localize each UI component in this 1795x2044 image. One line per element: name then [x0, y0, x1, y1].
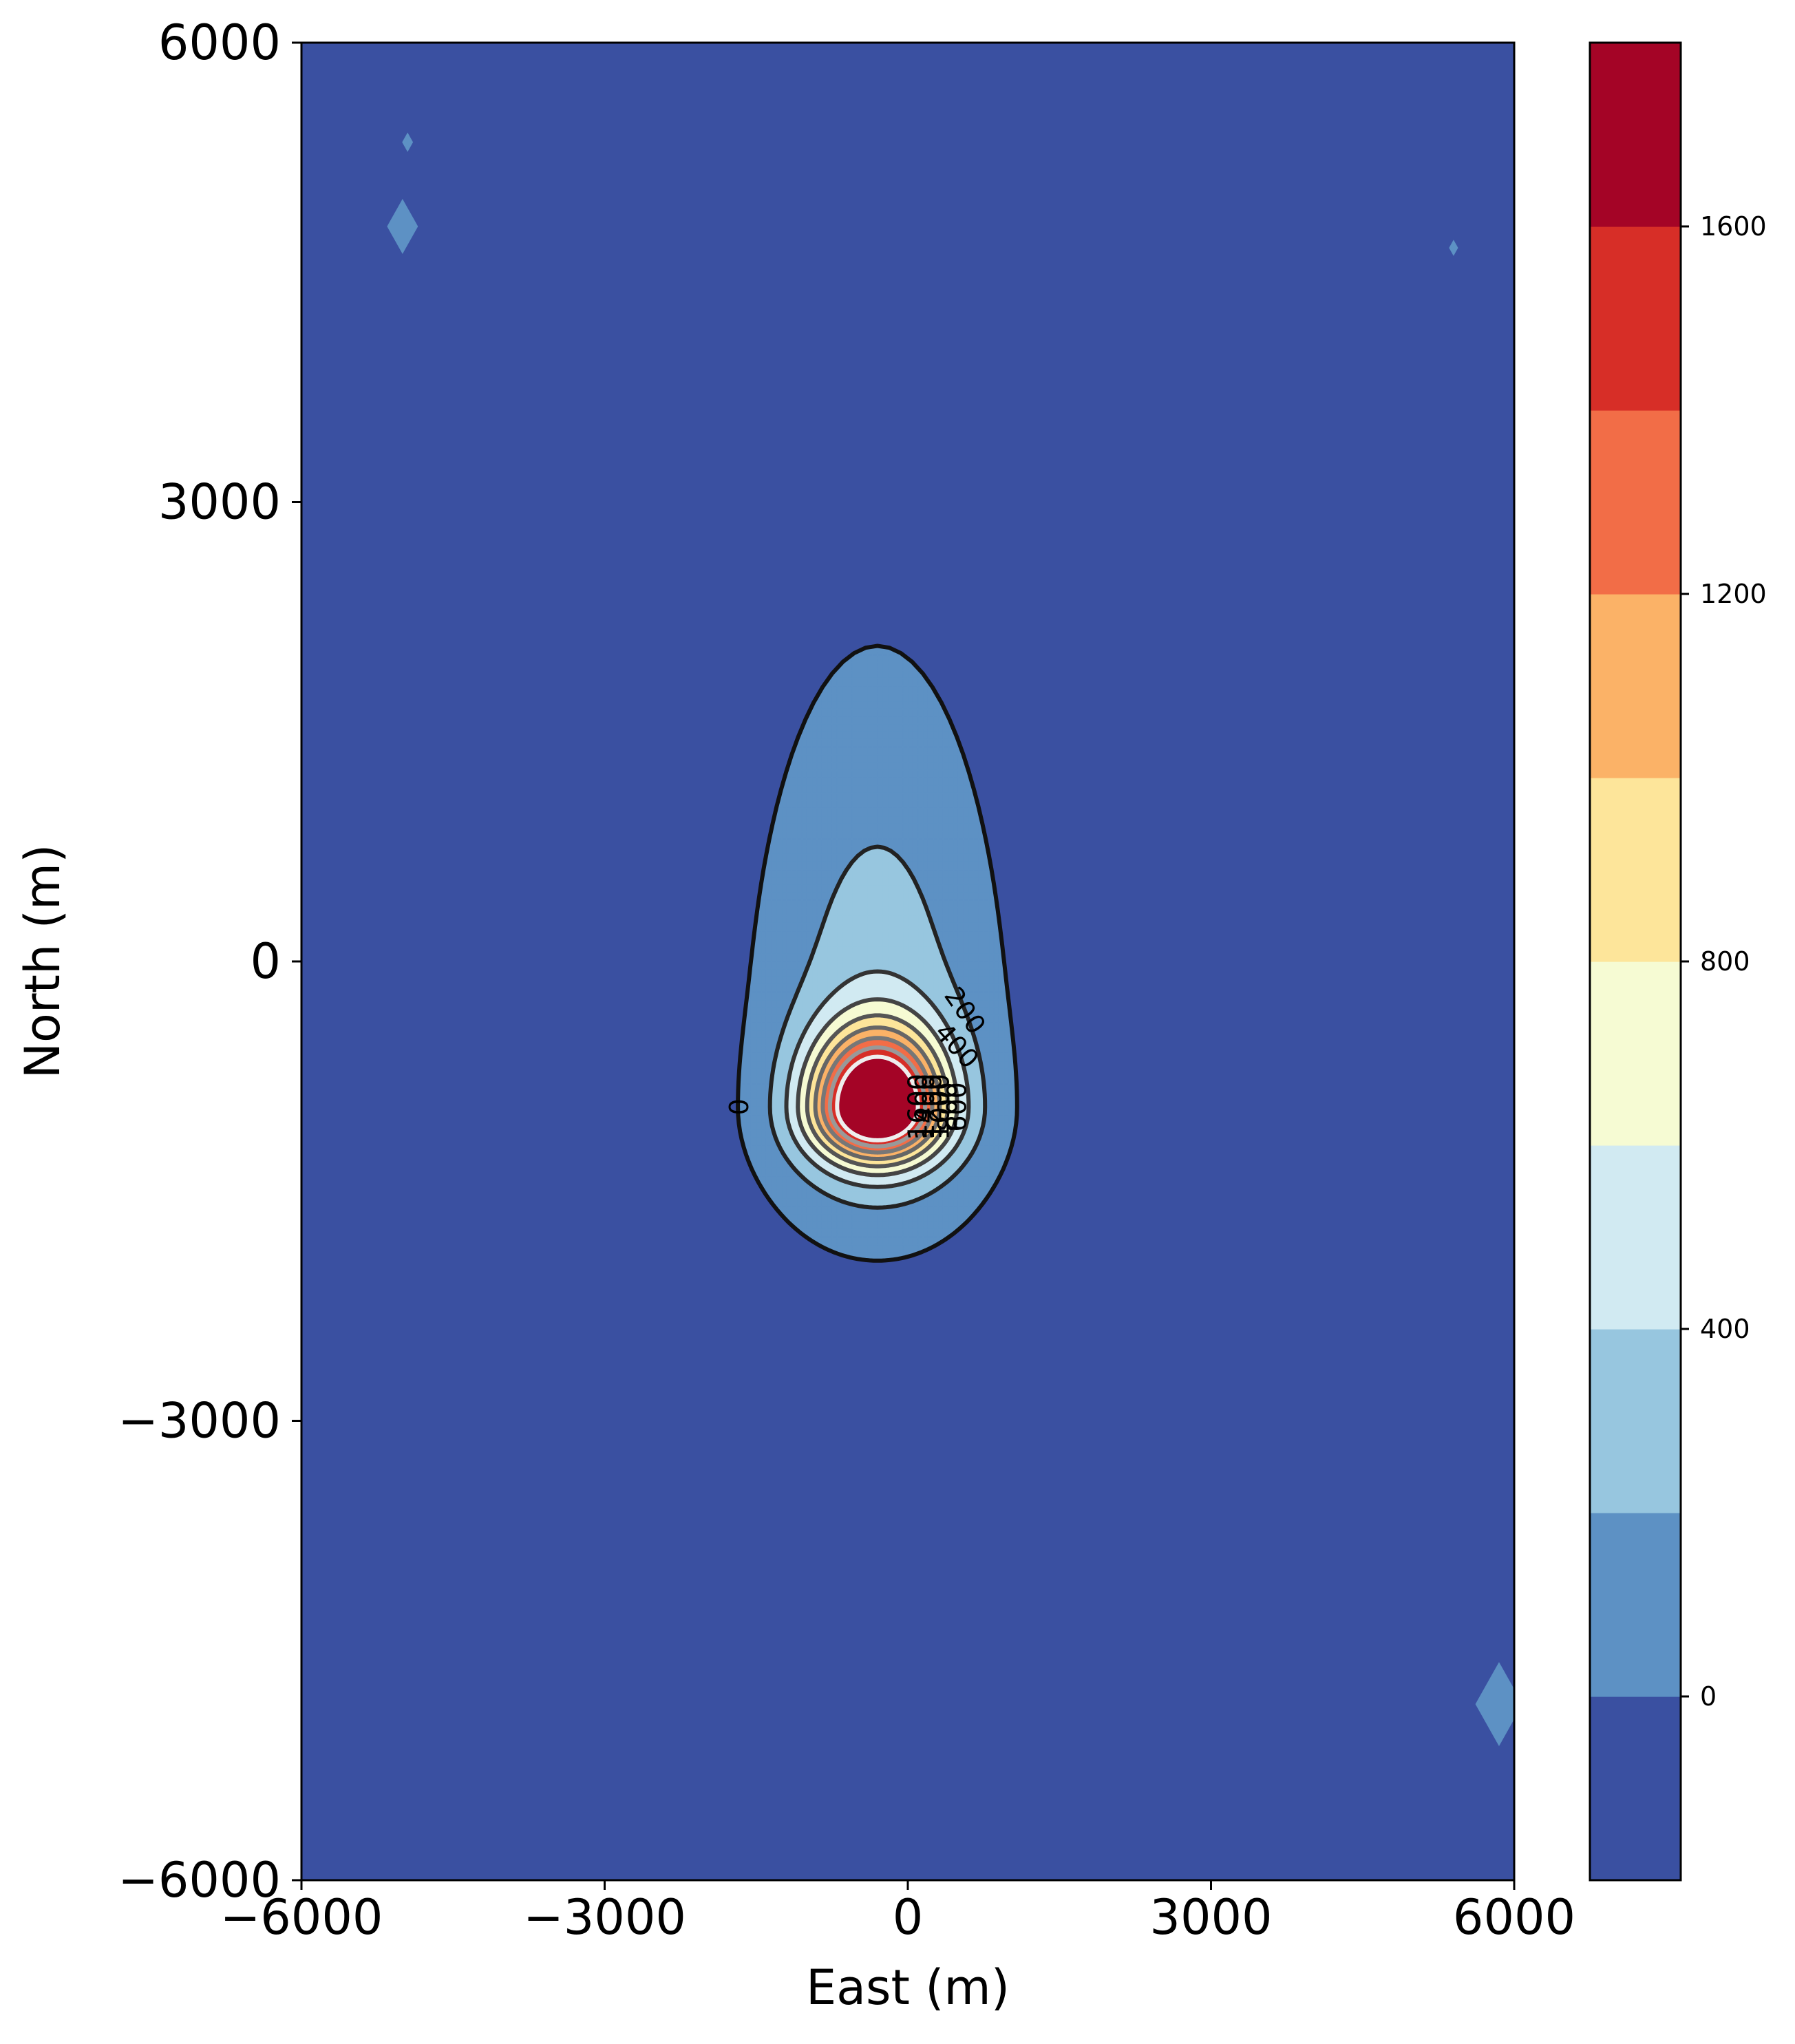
colorbar-tick-label-1: 400 [1700, 1314, 1750, 1344]
x-axis-label: East (m) [806, 1959, 1010, 2016]
noise-patch-1 [402, 132, 414, 152]
colorbar-segment-1000 [1590, 594, 1681, 778]
colorbar-tick-label-4: 1600 [1700, 211, 1767, 242]
colorbar-tick-label-3: 1200 [1700, 579, 1767, 609]
x-tick-label-0: −6000 [220, 1889, 383, 1946]
x-axis: −6000 −3000 0 3000 6000 [220, 1880, 1575, 1946]
contour-line-400 [784, 969, 971, 1189]
y-tick-label-3: 3000 [158, 474, 281, 531]
y-axis: −6000 −3000 0 3000 6000 [118, 14, 301, 1908]
x-tick-label-1: −3000 [523, 1889, 686, 1946]
colorbar-segment-200 [1590, 1329, 1681, 1513]
contour-line-600 [796, 997, 959, 1178]
contour-lines [736, 643, 1019, 1263]
colorbar-tick-label-2: 800 [1700, 946, 1750, 977]
x-tick-label-4: 6000 [1453, 1889, 1575, 1946]
contour-label-1600: 1600 [903, 1074, 933, 1140]
contour-line-800 [805, 1013, 950, 1169]
noise-patch-2 [1449, 239, 1458, 256]
x-tick-label-2: 0 [893, 1889, 924, 1946]
y-tick-label-1: −3000 [118, 1393, 281, 1449]
contour-line-1400 [827, 1045, 927, 1149]
y-tick-label-0: −6000 [118, 1852, 281, 1908]
contour-line-0 [736, 643, 1019, 1263]
contour-line-200 [767, 844, 988, 1210]
contour-label-1000: 1000 [924, 1074, 955, 1140]
contour-label-1200: 1200 [917, 1074, 948, 1140]
colorbar-segment-400 [1590, 1145, 1681, 1330]
contour-label-0: 0 [723, 1098, 753, 1115]
noise-patch-3 [1475, 1662, 1514, 1747]
noise-patch-0 [387, 199, 418, 254]
y-tick-label-2: 0 [250, 933, 281, 990]
colorbar: 0 400 800 1200 1600 [1589, 41, 1767, 1882]
y-tick-label-4: 6000 [158, 14, 281, 71]
colorbar-segment-1600 [1590, 43, 1681, 227]
colorbar-segment-600 [1590, 961, 1681, 1146]
colorbar-segment-0 [1590, 1513, 1681, 1697]
contour-label-800: 800 [933, 1082, 963, 1132]
colorbar-segment-1400 [1590, 226, 1681, 411]
contour-line-1200 [820, 1036, 935, 1155]
contour-line-1000 [813, 1025, 942, 1161]
x-tick-label-3: 3000 [1149, 1889, 1272, 1946]
colorbar-segment-800 [1590, 778, 1681, 962]
colorbar-tick-label-0: 0 [1700, 1681, 1717, 1712]
contour-label-600: 600 [942, 1082, 973, 1132]
y-axis-label: North (m) [14, 844, 71, 1079]
contour-label-1400: 1400 [910, 1074, 940, 1140]
colorbar-segment--200 [1590, 1696, 1681, 1881]
contour-line-1600 [835, 1054, 920, 1142]
colorbar-segment-1200 [1590, 410, 1681, 595]
